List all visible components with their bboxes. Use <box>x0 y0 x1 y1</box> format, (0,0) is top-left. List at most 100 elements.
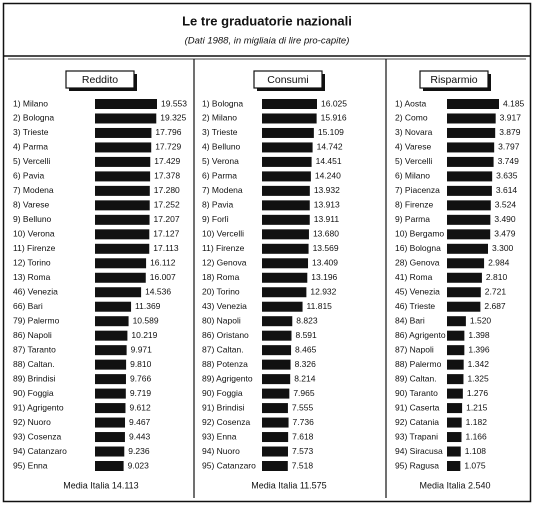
row-label: 2) Milano <box>202 113 237 123</box>
row-label: 93) Cosenza <box>13 431 61 441</box>
value-label: 2.984 <box>488 258 510 268</box>
bar <box>95 359 127 370</box>
row-label: 12) Torino <box>13 258 51 268</box>
value-label: 13.911 <box>314 214 340 224</box>
bar <box>262 316 293 327</box>
row-label: 87) Napoli <box>395 344 434 354</box>
row-label: 4) Varese <box>395 142 431 152</box>
value-label: 2.687 <box>484 301 506 311</box>
row-label: 46) Venezia <box>13 286 58 296</box>
row-label: 92) Nuoro <box>13 417 51 427</box>
bar <box>262 330 292 341</box>
value-label: 1.182 <box>466 417 488 427</box>
value-label: 11.369 <box>135 301 161 311</box>
row-label: 88) Caltan. <box>13 359 55 369</box>
bar <box>262 432 289 443</box>
bar <box>447 417 462 428</box>
bar <box>447 287 481 298</box>
value-label: 19.553 <box>161 98 187 108</box>
value-label: 14.536 <box>145 286 171 296</box>
bar <box>262 214 310 225</box>
panel-title: Reddito <box>82 74 118 86</box>
value-label: 1.075 <box>464 460 486 470</box>
value-label: 15.916 <box>321 113 347 123</box>
value-label: 16.112 <box>150 258 176 268</box>
value-label: 17.429 <box>154 156 180 166</box>
row-label: 11) Firenze <box>13 243 56 253</box>
bar <box>447 214 491 225</box>
panel-title: Risparmio <box>430 74 477 86</box>
value-label: 17.729 <box>155 142 181 152</box>
row-label: 13) Roma <box>13 272 51 282</box>
bar <box>95 200 150 211</box>
row-label: 95) Enna <box>13 460 48 470</box>
bar <box>95 258 147 269</box>
bar <box>262 113 317 124</box>
value-label: 9.467 <box>129 417 151 427</box>
value-label: 9.023 <box>128 460 150 470</box>
bar <box>262 417 289 428</box>
value-label: 17.280 <box>154 185 180 195</box>
row-label: 93) Trapani <box>395 431 438 441</box>
row-label: 88) Palermo <box>395 359 442 369</box>
bar <box>447 99 499 109</box>
value-label: 17.378 <box>154 171 180 181</box>
value-label: 11.815 <box>307 301 333 311</box>
row-label: 91) Brindisi <box>202 402 245 412</box>
value-label: 3.797 <box>498 142 520 152</box>
value-label: 7.555 <box>292 402 314 412</box>
average-note: Media Italia 2.540 <box>419 480 490 490</box>
row-label: 41) Roma <box>395 272 433 282</box>
value-label: 9.612 <box>129 402 151 412</box>
value-label: 7.573 <box>292 446 314 456</box>
row-label: 89) Caltan. <box>395 373 437 383</box>
value-label: 7.736 <box>293 417 315 427</box>
bar <box>262 258 309 269</box>
row-label: 18) Roma <box>202 272 240 282</box>
chart-subtitle: (Dati 1988, in migliaia di lire pro-capi… <box>185 36 350 47</box>
bar <box>95 214 150 225</box>
value-label: 17.796 <box>155 127 181 137</box>
row-label: 1) Bologna <box>202 98 243 108</box>
value-label: 15.109 <box>318 127 344 137</box>
row-label: 43) Venezia <box>202 301 247 311</box>
bar <box>262 142 313 153</box>
row-label: 6) Parma <box>202 171 237 181</box>
value-label: 8.823 <box>296 315 318 325</box>
value-label: 8.465 <box>295 344 317 354</box>
row-label: 4) Belluno <box>202 142 241 152</box>
value-label: 13.409 <box>312 258 338 268</box>
row-label: 5) Vercelli <box>395 156 432 166</box>
bar <box>95 461 124 471</box>
value-label: 19.325 <box>160 113 186 123</box>
header-box <box>419 70 489 89</box>
row-label: 88) Potenza <box>202 359 248 369</box>
row-label: 87) Taranto <box>13 344 56 354</box>
row-label: 9) Parma <box>395 214 430 224</box>
value-label: 9.236 <box>128 446 150 456</box>
row-label: 91) Caserta <box>395 402 440 412</box>
row-label: 89) Agrigento <box>202 373 253 383</box>
value-label: 8.326 <box>295 359 317 369</box>
row-label: 1) Milano <box>13 98 48 108</box>
value-label: 17.252 <box>154 200 180 210</box>
row-label: 93) Enna <box>202 431 237 441</box>
bar <box>262 461 288 471</box>
header-box <box>65 70 135 89</box>
bar <box>262 185 310 196</box>
bar <box>447 185 492 196</box>
bar <box>262 156 312 167</box>
row-label: 8) Varese <box>13 200 49 210</box>
value-label: 13.569 <box>313 243 339 253</box>
bar <box>447 446 461 457</box>
bar <box>95 127 152 138</box>
value-label: 4.185 <box>503 98 525 108</box>
bar <box>95 374 126 385</box>
bar <box>262 403 288 414</box>
row-label: 84) Bari <box>395 315 425 325</box>
bar <box>447 200 491 211</box>
bar <box>95 316 129 327</box>
value-label: 1.342 <box>468 359 490 369</box>
bar <box>447 229 491 240</box>
bar <box>262 345 292 356</box>
